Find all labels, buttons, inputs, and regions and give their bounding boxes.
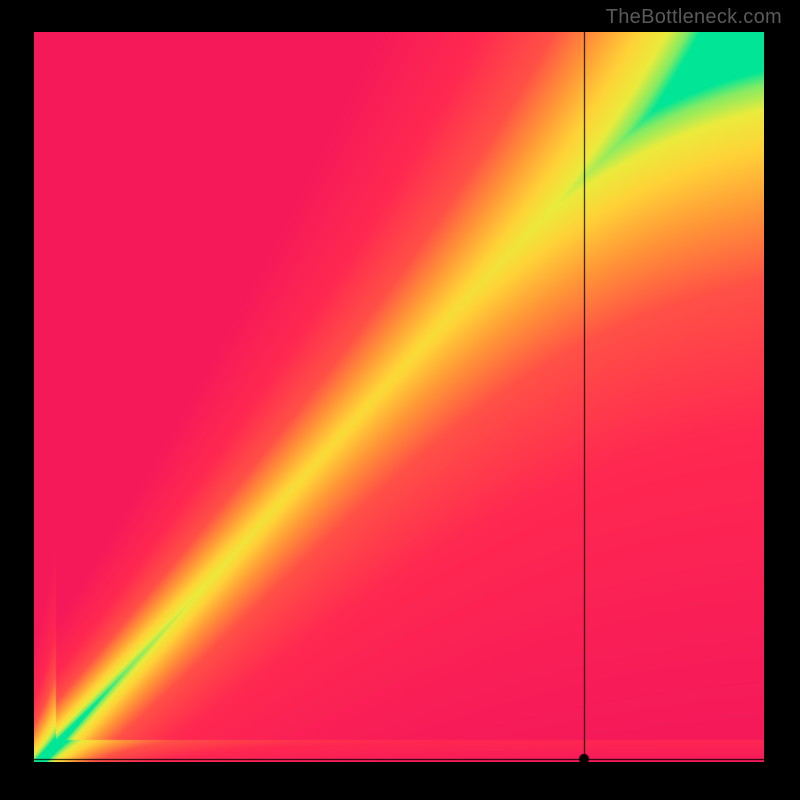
watermark-text: TheBottleneck.com — [606, 6, 782, 29]
heatmap-canvas — [34, 32, 764, 762]
chart-container: TheBottleneck.com — [0, 0, 800, 800]
